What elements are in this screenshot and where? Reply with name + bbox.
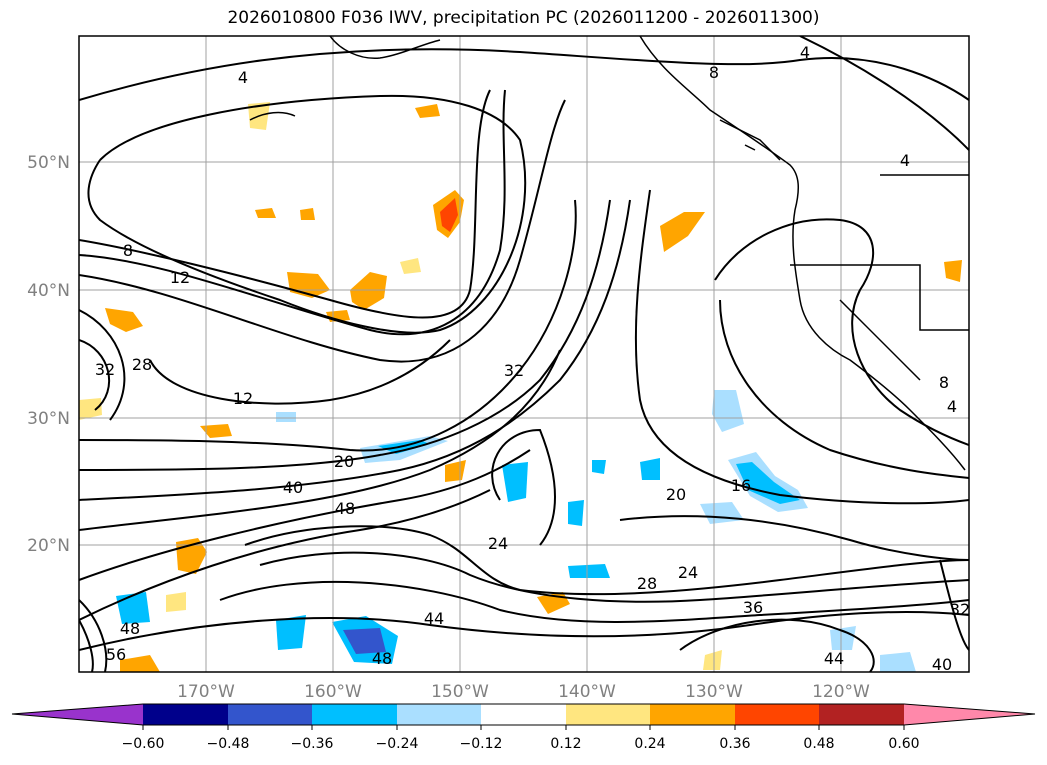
contour-label: 8: [123, 241, 133, 260]
map-title: 2026010800 F036 IWV, precipitation PC (2…: [227, 8, 820, 28]
colorbar: −0.60 −0.48 −0.36 −0.24 −0.12 0.12 0.24 …: [11, 703, 1036, 752]
colorbar-segment: [12, 704, 143, 725]
contour-label: 40: [283, 478, 303, 497]
colorbar-tick-label: −0.48: [207, 736, 250, 752]
contour-label: 36: [743, 598, 763, 617]
contour-label: 12: [170, 268, 190, 287]
colorbar-tick-label: 0.36: [719, 736, 750, 752]
colorbar-tick-label: 0.24: [634, 736, 665, 752]
colorbar-segment: [397, 704, 481, 725]
map-frame: [78, 35, 970, 673]
contour-label: 56: [106, 645, 126, 664]
contour-label: 32: [950, 600, 970, 619]
colorbar-tick-label: −0.12: [460, 736, 503, 752]
lon-label: 130°W: [685, 682, 743, 702]
contour-label: 24: [678, 563, 698, 582]
lat-label: 50°N: [27, 153, 70, 173]
colorbar-tick-label: −0.36: [291, 736, 334, 752]
precip-negative-shading: [116, 390, 916, 672]
lon-label: 140°W: [558, 682, 616, 702]
colorbar-segment: [819, 704, 904, 725]
contour-label: 48: [120, 619, 140, 638]
contour-label: 48: [372, 649, 392, 668]
contour-label: 20: [666, 485, 686, 504]
contour-label: 32: [95, 360, 115, 379]
contour-label: 40: [932, 655, 952, 674]
contour-label: 44: [824, 649, 844, 668]
colorbar-segment: [566, 704, 650, 725]
longitude-labels: 170°W 160°W 150°W 140°W 130°W 120°W: [177, 682, 870, 702]
lon-label: 170°W: [177, 682, 235, 702]
contour-label: 12: [233, 389, 253, 408]
contour-label: 20: [334, 452, 354, 471]
contour-label: 28: [132, 355, 152, 374]
colorbar-segment: [228, 704, 312, 725]
latitude-labels: 50°N 40°N 30°N 20°N: [27, 153, 70, 556]
colorbar-segment: [904, 704, 1035, 725]
contour-label: 8: [939, 373, 949, 392]
contour-label: 4: [947, 397, 957, 416]
lat-label: 30°N: [27, 409, 70, 429]
map-area[interactable]: [79, 36, 969, 672]
lat-label: 20°N: [27, 536, 70, 556]
lon-label: 160°W: [304, 682, 362, 702]
contour-label: 4: [900, 151, 910, 170]
contour-label: 32: [504, 361, 524, 380]
contour-label: 16: [731, 476, 751, 495]
lat-label: 40°N: [27, 281, 70, 301]
precip-positive-shading: [79, 102, 962, 672]
colorbar-segment: [312, 704, 397, 725]
contour-label: 24: [488, 534, 508, 553]
colorbar-segment: [650, 704, 735, 725]
colorbar-segment: [143, 704, 228, 725]
contour-label: 28: [637, 574, 657, 593]
coastlines: [249, 36, 969, 471]
contour-label: 44: [424, 609, 444, 628]
colorbar-segment: [481, 704, 566, 725]
colorbar-tick-label: 0.48: [803, 736, 834, 752]
colorbar-segment: [735, 704, 819, 725]
contour-label: 4: [800, 43, 810, 62]
iwv-contours: [79, 36, 969, 672]
colorbar-tick-label: 0.60: [888, 736, 919, 752]
colorbar-tick-label: −0.24: [376, 736, 419, 752]
contour-label: 8: [709, 63, 719, 82]
colorbar-tick-label: 0.12: [550, 736, 581, 752]
lon-label: 120°W: [812, 682, 870, 702]
colorbar-tick-label: −0.60: [122, 736, 165, 752]
lon-label: 150°W: [431, 682, 489, 702]
contour-label: 4: [238, 68, 248, 87]
contour-labels: 4 8 4 4 8 12 28 32 12 32 20 40 48 20 16 …: [95, 43, 970, 674]
contour-label: 48: [335, 499, 355, 518]
